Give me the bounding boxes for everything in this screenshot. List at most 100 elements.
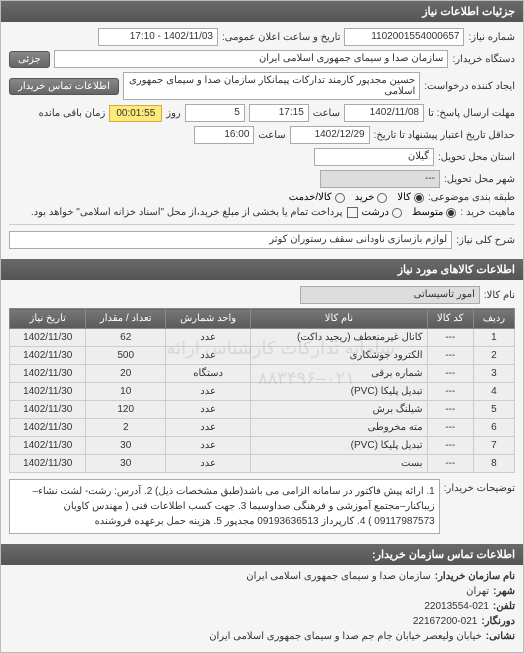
- contact-header: اطلاعات تماس سازمان خریدار:: [1, 544, 523, 565]
- table-cell: کانال غیرمنعطف (ریجید داکت): [251, 329, 427, 347]
- table-cell: الکترود جوشکاری: [251, 347, 427, 365]
- table-cell: 1402/11/30: [10, 383, 86, 401]
- table-cell: 1402/11/30: [10, 455, 86, 473]
- goods-table: ردیفکد کالانام کالاواحد شمارشتعداد / مقد…: [9, 308, 515, 473]
- number-label: شماره نیاز:: [468, 32, 515, 43]
- validity-label: حداقل تاریخ اعتبار پیشنهاد تا تاریخ:: [374, 130, 515, 141]
- contact-address: خیابان ولیعصر خیابان جام جم صدا و سیمای …: [209, 631, 482, 642]
- step-unit: روز: [166, 108, 181, 119]
- table-cell: 2: [473, 347, 514, 365]
- buyer-label: دستگاه خریدار:: [452, 54, 515, 65]
- priority-opt-0[interactable]: کالا: [397, 192, 424, 203]
- deadline-label: مهلت ارسال پاسخ: تا: [428, 108, 515, 119]
- table-cell: 10: [86, 383, 166, 401]
- step-field: 5: [185, 104, 245, 122]
- remain-time: 00:01:55: [109, 105, 162, 122]
- table-cell: ---: [427, 329, 473, 347]
- radio-icon: [446, 208, 456, 218]
- table-cell: 3: [473, 365, 514, 383]
- buyer-field: سازمان صدا و سیمای جمهوری اسلامی ایران: [54, 50, 449, 68]
- priority-radio-group: کالا خرید کالا/خدمت: [289, 192, 424, 203]
- requester-label: ایجاد کننده درخواست:: [424, 81, 515, 92]
- table-cell: عدد: [165, 329, 250, 347]
- table-cell: 8: [473, 455, 514, 473]
- datetime-label: تاریخ و ساعت اعلان عمومی:: [222, 32, 341, 43]
- table-row: 2---الکترود جوشکاریعدد5001402/11/30: [10, 347, 515, 365]
- table-cell: 5: [473, 401, 514, 419]
- nature-checkbox[interactable]: [347, 207, 358, 218]
- table-header: تاریخ نیاز: [10, 309, 86, 329]
- table-cell: ---: [427, 419, 473, 437]
- contact-fax: 22167200-021: [413, 616, 478, 627]
- table-cell: 1402/11/30: [10, 347, 86, 365]
- validity-date: 1402/12/29: [290, 126, 370, 144]
- goods-name-field: امور تاسیساتی: [300, 286, 480, 304]
- city-field: ---: [320, 170, 440, 188]
- contact-fax-label: دورنگار:: [481, 616, 515, 627]
- table-header: کد کالا: [427, 309, 473, 329]
- table-cell: ---: [427, 455, 473, 473]
- table-cell: دستگاه: [165, 365, 250, 383]
- table-cell: 1402/11/30: [10, 365, 86, 383]
- city-label: شهر محل تحویل:: [444, 174, 515, 185]
- table-cell: عدد: [165, 455, 250, 473]
- table-cell: عدد: [165, 419, 250, 437]
- table-header: نام کالا: [251, 309, 427, 329]
- table-cell: 1402/11/30: [10, 437, 86, 455]
- table-cell: شیلنگ برش: [251, 401, 427, 419]
- contact-org-label: نام سازمان خریدار:: [435, 571, 515, 582]
- table-cell: 30: [86, 437, 166, 455]
- table-header: تعداد / مقدار: [86, 309, 166, 329]
- table-cell: 62: [86, 329, 166, 347]
- number-field: 1102001554000657: [344, 28, 464, 46]
- table-row: 5---شیلنگ برشعدد1201402/11/30: [10, 401, 515, 419]
- radio-icon: [414, 193, 424, 203]
- goods-name-label: نام کالا:: [484, 290, 515, 301]
- nature-label: ماهیت خرید :: [460, 207, 515, 218]
- partial-button[interactable]: جزئی: [9, 51, 50, 68]
- table-cell: عدد: [165, 401, 250, 419]
- table-cell: ---: [427, 347, 473, 365]
- validity-time: 16:00: [194, 126, 254, 144]
- table-row: 8---بستعدد301402/11/30: [10, 455, 515, 473]
- datetime-field: 1402/11/03 - 17:10: [98, 28, 218, 46]
- table-cell: 4: [473, 383, 514, 401]
- contact-city-label: شهر:: [493, 586, 515, 597]
- contact-button[interactable]: اطلاعات تماس خریدار: [9, 78, 119, 95]
- requester-field: حسین مجدپور کارمند تدارکات پیمانکار سازم…: [123, 72, 420, 100]
- contact-org: سازمان صدا و سیمای جمهوری اسلامی ایران: [246, 571, 430, 582]
- nature-radio-group: متوسط درشت: [362, 207, 457, 218]
- main-header: جزئیات اطلاعات نیاز: [1, 1, 523, 22]
- table-cell: 6: [473, 419, 514, 437]
- radio-icon: [335, 193, 345, 203]
- priority-opt-2[interactable]: کالا/خدمت: [289, 192, 345, 203]
- table-cell: مته مخروطی: [251, 419, 427, 437]
- priority-opt-1[interactable]: خرید: [355, 192, 388, 203]
- deadline-date: 1402/11/08: [344, 104, 424, 122]
- table-row: 4---تبدیل پلیکا (PVC)عدد101402/11/30: [10, 383, 515, 401]
- table-cell: 7: [473, 437, 514, 455]
- table-header: ردیف: [473, 309, 514, 329]
- table-cell: ---: [427, 365, 473, 383]
- table-cell: تبدیل پلیکا (PVC): [251, 383, 427, 401]
- deadline-time: 17:15: [249, 104, 309, 122]
- nature-opt-1[interactable]: درشت: [362, 207, 402, 218]
- table-cell: عدد: [165, 383, 250, 401]
- table-cell: 1402/11/30: [10, 329, 86, 347]
- radio-icon: [392, 208, 402, 218]
- remain-label: زمان باقی مانده: [39, 108, 106, 119]
- time-label-2: ساعت: [258, 130, 285, 141]
- nature-opt-0[interactable]: متوسط: [412, 207, 456, 218]
- table-cell: شماره برقی: [251, 365, 427, 383]
- table-cell: 2: [86, 419, 166, 437]
- table-cell: بست: [251, 455, 427, 473]
- table-row: 3---شماره برقیدستگاه201402/11/30: [10, 365, 515, 383]
- table-cell: تبدیل پلیکا (PVC): [251, 437, 427, 455]
- need-title-label: شرح کلی نیاز:: [456, 235, 515, 246]
- table-cell: عدد: [165, 437, 250, 455]
- contact-phone: 22013554-021: [424, 601, 489, 612]
- table-cell: 120: [86, 401, 166, 419]
- table-row: 6---مته مخروطیعدد21402/11/30: [10, 419, 515, 437]
- table-cell: 30: [86, 455, 166, 473]
- contact-address-label: نشانی:: [486, 631, 515, 642]
